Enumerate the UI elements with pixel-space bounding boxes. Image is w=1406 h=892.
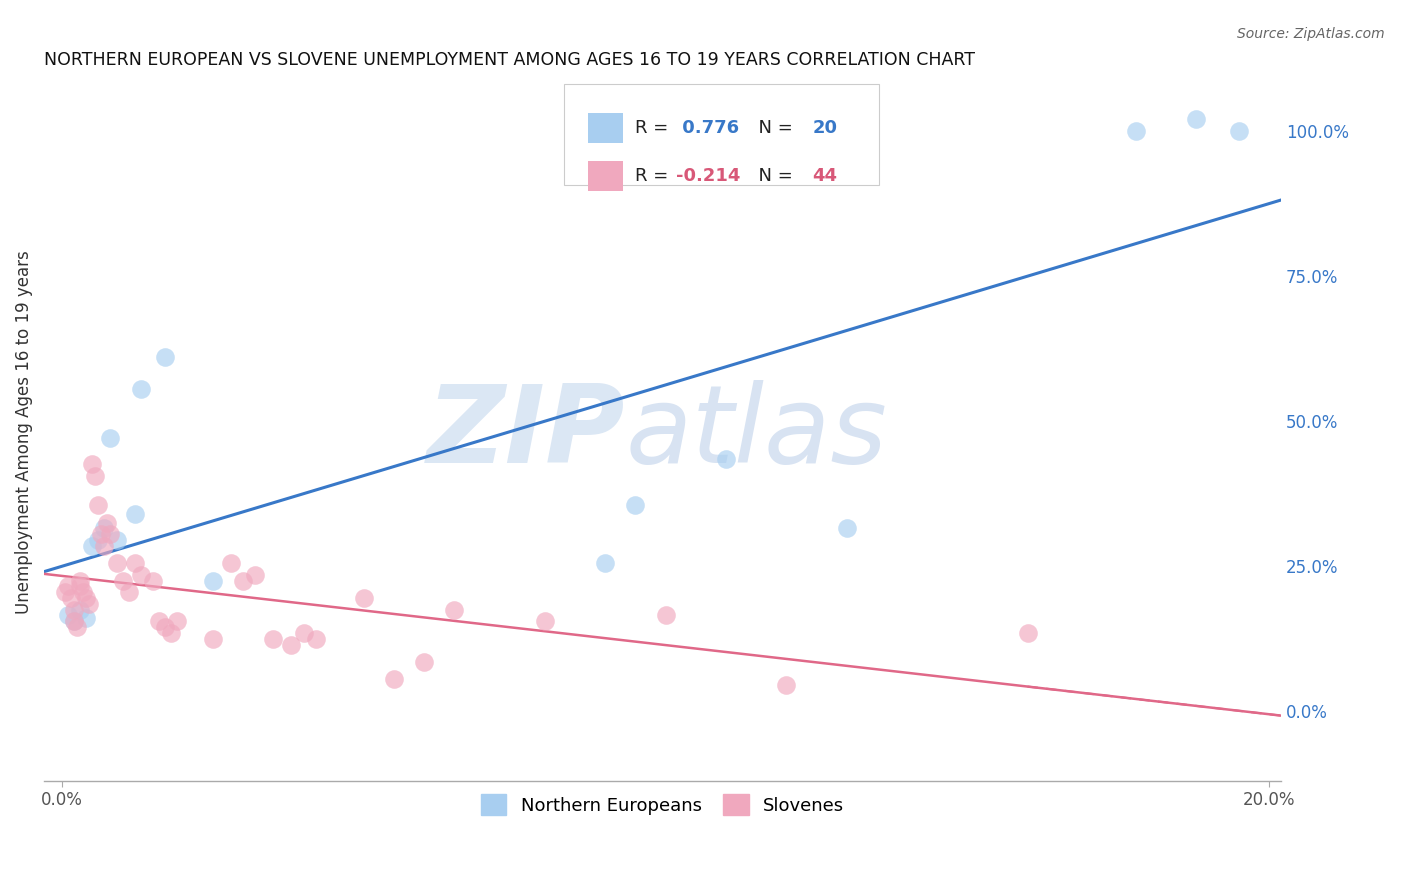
Point	[63, 615, 86, 629]
Point	[292, 626, 315, 640]
Point	[93, 539, 115, 553]
Point	[153, 350, 176, 364]
Point	[245, 567, 267, 582]
Point	[153, 620, 176, 634]
Point	[82, 458, 104, 472]
Point	[159, 626, 181, 640]
Point	[1125, 123, 1147, 137]
Point	[202, 574, 225, 588]
Point	[66, 620, 89, 634]
Point	[142, 574, 165, 588]
Point	[129, 567, 152, 582]
Point	[1185, 112, 1208, 126]
Point	[72, 585, 94, 599]
Point	[58, 579, 80, 593]
Point	[534, 615, 557, 629]
Point	[202, 632, 225, 646]
Point	[87, 533, 110, 547]
Point	[79, 597, 101, 611]
Legend: Northern Europeans, Slovenes: Northern Europeans, Slovenes	[472, 785, 853, 824]
Point	[82, 539, 104, 553]
Text: ZIP: ZIP	[427, 380, 626, 485]
Point	[593, 556, 616, 570]
Text: atlas: atlas	[626, 380, 887, 485]
Point	[75, 591, 97, 605]
Point	[105, 533, 128, 547]
Point	[69, 574, 91, 588]
Text: 0.776: 0.776	[676, 119, 740, 137]
Point	[124, 507, 146, 521]
Point	[166, 615, 188, 629]
Point	[100, 431, 122, 445]
Point	[53, 585, 76, 599]
Point	[148, 615, 170, 629]
Point	[1227, 123, 1250, 137]
Point	[413, 655, 436, 669]
Point	[58, 608, 80, 623]
Point	[117, 585, 139, 599]
Point	[84, 469, 107, 483]
Point	[105, 556, 128, 570]
Point	[63, 615, 86, 629]
FancyBboxPatch shape	[564, 84, 879, 186]
Point	[714, 451, 737, 466]
Point	[443, 602, 465, 616]
Point	[93, 521, 115, 535]
Point	[90, 527, 112, 541]
Point	[69, 579, 91, 593]
Point	[304, 632, 326, 646]
Text: NORTHERN EUROPEAN VS SLOVENE UNEMPLOYMENT AMONG AGES 16 TO 19 YEARS CORRELATION : NORTHERN EUROPEAN VS SLOVENE UNEMPLOYMEN…	[44, 51, 976, 69]
Point	[262, 632, 284, 646]
Y-axis label: Unemployment Among Ages 16 to 19 years: Unemployment Among Ages 16 to 19 years	[15, 251, 32, 615]
Text: -0.214: -0.214	[676, 167, 741, 186]
Point	[124, 556, 146, 570]
FancyBboxPatch shape	[588, 161, 623, 191]
Point	[219, 556, 242, 570]
FancyBboxPatch shape	[588, 113, 623, 143]
Point	[111, 574, 134, 588]
Text: R =: R =	[636, 167, 675, 186]
Point	[100, 527, 122, 541]
Point	[129, 382, 152, 396]
Point	[382, 673, 405, 687]
Point	[1017, 626, 1039, 640]
Point	[280, 638, 302, 652]
Point	[835, 521, 858, 535]
Text: R =: R =	[636, 119, 675, 137]
Point	[87, 498, 110, 512]
Text: 44: 44	[813, 167, 837, 186]
Point	[96, 516, 118, 530]
Point	[232, 574, 254, 588]
Text: 20: 20	[813, 119, 837, 137]
Text: N =: N =	[747, 167, 799, 186]
Point	[69, 602, 91, 616]
Point	[353, 591, 375, 605]
Point	[60, 591, 83, 605]
Text: Source: ZipAtlas.com: Source: ZipAtlas.com	[1237, 27, 1385, 41]
Point	[654, 608, 676, 623]
Point	[624, 498, 647, 512]
Point	[75, 611, 97, 625]
Point	[63, 602, 86, 616]
Point	[775, 678, 797, 692]
Text: N =: N =	[747, 119, 799, 137]
